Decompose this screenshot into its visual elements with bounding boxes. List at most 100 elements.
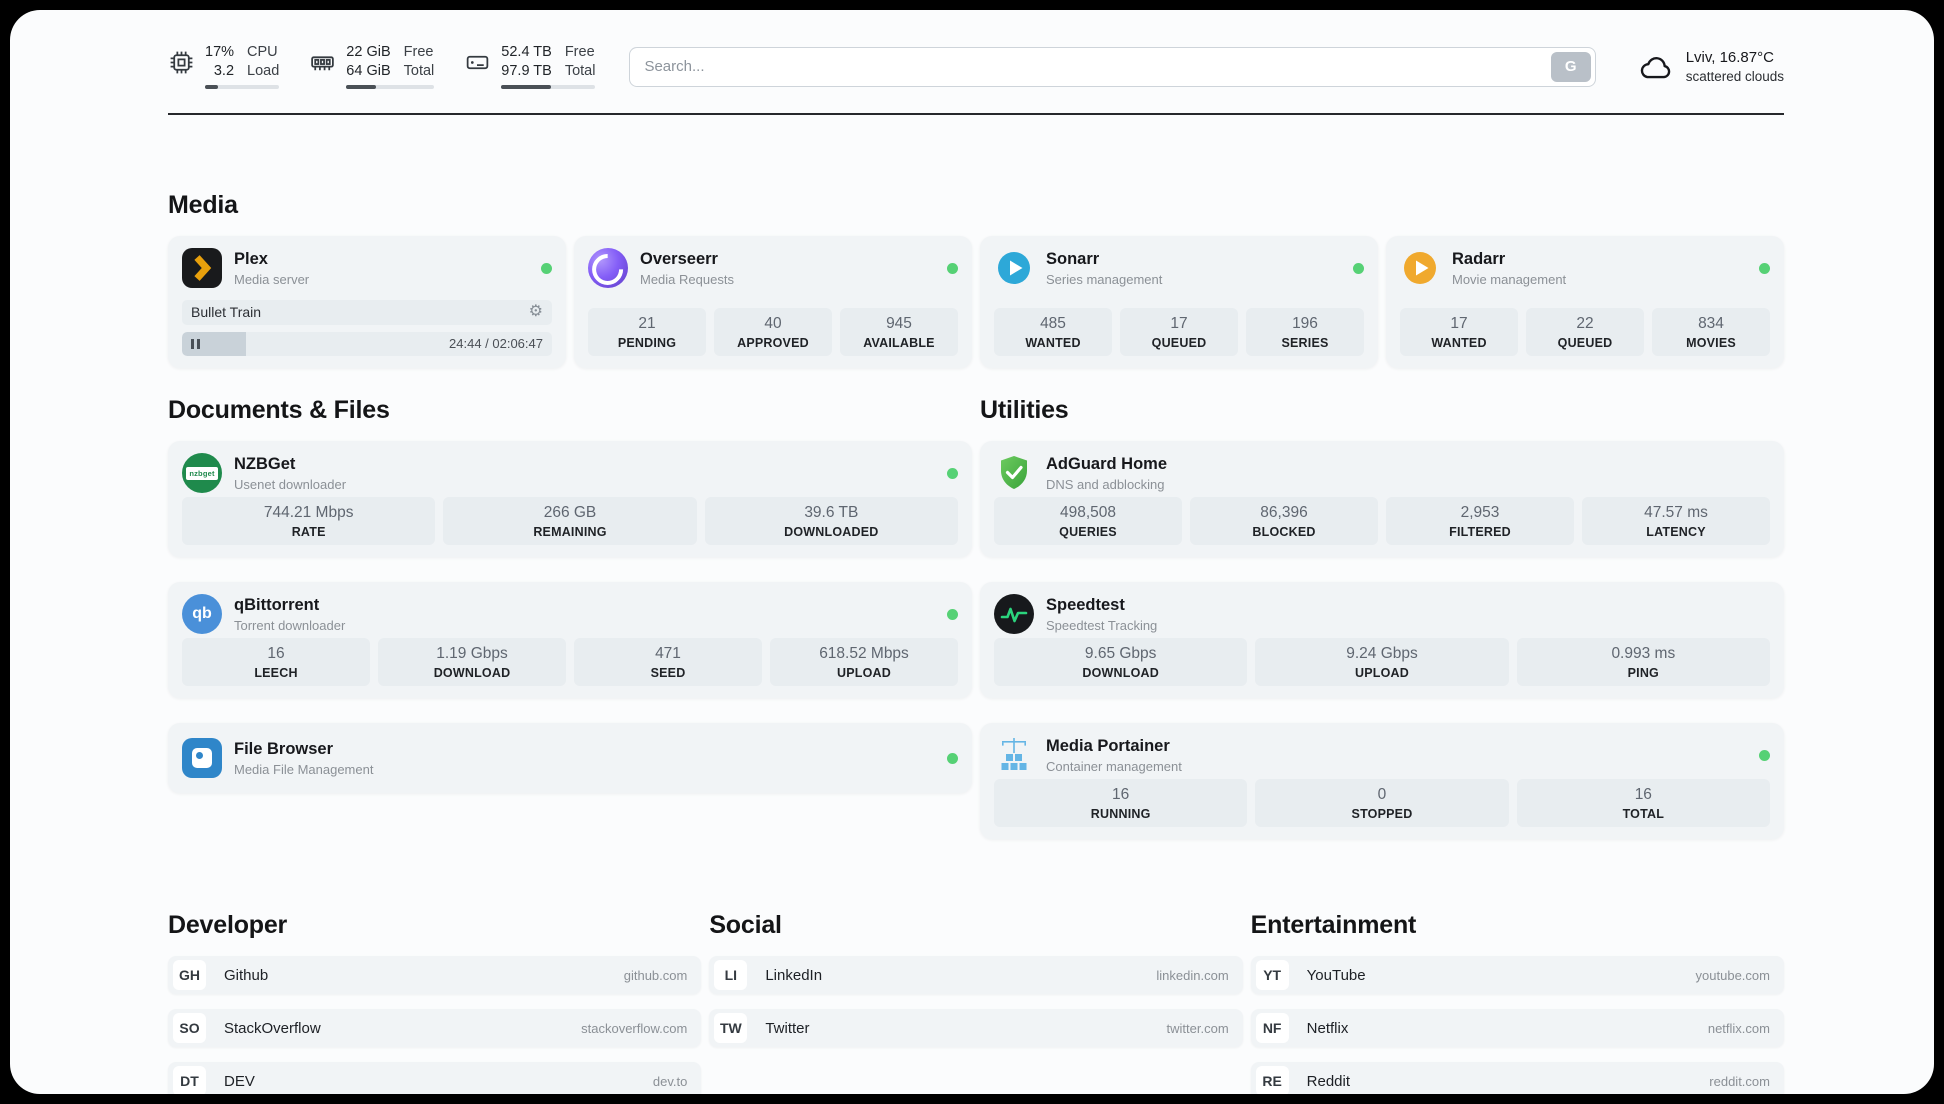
bookmark-twitter[interactable]: TW Twitter twitter.com — [709, 1009, 1243, 1047]
section-title-documents: Documents & Files — [168, 396, 390, 424]
system-stats: 17% 3.2 CPU Load — [168, 44, 596, 89]
stat-upload: 9.24 Gbps UPLOAD — [1255, 638, 1509, 686]
cpu-load-label: Load — [247, 63, 280, 79]
app-name: AdGuard Home — [1046, 454, 1168, 473]
app-card-filebrowser[interactable]: File Browser Media File Management — [168, 723, 972, 793]
ram-free-label: Free — [403, 44, 434, 60]
disk-bar — [501, 85, 596, 89]
bookmark-abbr: RE — [1255, 1066, 1289, 1094]
stat-blocked: 86,396 BLOCKED — [1190, 497, 1378, 545]
stat-leech: 16 LEECH — [182, 638, 370, 686]
app-subtitle: Series management — [1046, 271, 1163, 287]
adguard-icon — [994, 453, 1034, 493]
app-card-sonarr[interactable]: Sonarr Series management 485 WANTED 17 QUE… — [980, 236, 1378, 368]
playback-time: 24:44 / 02:06:47 — [449, 336, 543, 352]
status-online-dot — [541, 262, 552, 274]
plex-icon — [182, 248, 222, 288]
app-card-overseerr[interactable]: Overseerr Media Requests 21 PENDING 40 APP… — [574, 236, 972, 368]
ram-total-label: Total — [403, 63, 435, 79]
status-online-dot — [947, 752, 958, 764]
disk-icon — [467, 55, 489, 70]
app-card-portainer[interactable]: Media Portainer Container management 16 R… — [980, 723, 1784, 839]
bookmark-youtube[interactable]: YT YouTube youtube.com — [1250, 956, 1784, 994]
bookmark-url: github.com — [623, 967, 688, 983]
bookmark-dev[interactable]: DT DEV dev.to — [168, 1062, 702, 1094]
app-card-speedtest[interactable]: Speedtest Speedtest Tracking 9.65 Gbps DO… — [980, 582, 1784, 698]
bookmark-abbr: SO — [173, 1013, 206, 1043]
bookmark-abbr: DT — [173, 1066, 206, 1094]
bookmark-github[interactable]: GH Github github.com — [168, 956, 702, 994]
status-online-dot — [947, 608, 958, 620]
bookmark-abbr: YT — [1255, 960, 1289, 990]
bookmark-reddit[interactable]: RE Reddit reddit.com — [1250, 1062, 1784, 1094]
disk-free-label: Free — [564, 44, 595, 60]
cpu-widget: 17% 3.2 CPU Load — [168, 44, 280, 89]
section-utilities: Utilities — [980, 396, 1784, 839]
status-online-dot — [1759, 749, 1770, 761]
stat-seed: 471 SEED — [574, 638, 762, 686]
bookmark-abbr: GH — [173, 960, 206, 990]
section-title-developer: Developer — [168, 911, 288, 939]
app-subtitle: Torrent downloader — [234, 617, 346, 633]
stat-downloaded: 39.6 TB DOWNLOADED — [704, 497, 958, 545]
qbittorrent-icon: qb — [182, 594, 222, 634]
bookmark-url: stackoverflow.com — [581, 1020, 688, 1036]
pause-icon[interactable] — [182, 331, 246, 356]
app-subtitle: Media server — [234, 271, 310, 287]
stat-wanted: 17 WANTED — [1400, 308, 1518, 356]
ram-widget: 22 GiB 64 GiB Free Total — [309, 44, 435, 89]
cpu-usage-value: 17% — [205, 44, 235, 60]
bookmark-name: StackOverflow — [224, 1019, 321, 1037]
app-subtitle: DNS and adblocking — [1046, 476, 1165, 492]
app-subtitle: Media Requests — [640, 271, 734, 287]
stat-remaining: 266 GB REMAINING — [443, 497, 697, 545]
bookmark-linkedin[interactable]: LI LinkedIn linkedin.com — [709, 956, 1243, 994]
stat-wanted: 485 WANTED — [994, 308, 1112, 356]
app-name: Speedtest — [1046, 595, 1125, 614]
section-title-social: Social — [709, 911, 782, 939]
app-card-radarr[interactable]: Radarr Movie management 17 WANTED 22 QUEUE… — [1386, 236, 1784, 368]
bookmark-url: dev.to — [652, 1073, 688, 1089]
section-media: Media Plex Media server — [168, 191, 1784, 368]
search-input[interactable] — [629, 46, 1596, 87]
overseerr-icon — [588, 248, 628, 288]
radarr-icon — [1400, 248, 1440, 288]
app-card-nzbget[interactable]: nzbget NZBGet Usenet downloader 744.21 M… — [168, 441, 972, 557]
bookmark-url: reddit.com — [1709, 1073, 1770, 1089]
stat-latency: 47.57 ms LATENCY — [1582, 497, 1770, 545]
ram-total-value: 64 GiB — [346, 63, 391, 79]
bookmark-netflix[interactable]: NF Netflix netflix.com — [1250, 1009, 1784, 1047]
now-playing-row: Bullet Train ⚙ — [182, 300, 552, 325]
bookmark-name: Twitter — [765, 1019, 810, 1037]
app-name: Radarr — [1452, 249, 1506, 268]
search-bar[interactable]: G — [629, 46, 1596, 87]
filebrowser-icon — [182, 738, 222, 778]
app-card-plex[interactable]: Plex Media server Bullet Train ⚙ 24:44 /… — [168, 236, 566, 368]
status-online-dot — [1759, 262, 1770, 274]
gear-icon[interactable]: ⚙ — [528, 303, 543, 321]
section-title-utilities: Utilities — [980, 396, 1069, 424]
bookmark-url: netflix.com — [1707, 1020, 1770, 1036]
stat-queued: 17 QUEUED — [1120, 308, 1238, 356]
stat-queued: 22 QUEUED — [1526, 308, 1644, 356]
playback-progress-bar[interactable]: 24:44 / 02:06:47 — [182, 331, 552, 356]
stat-download: 1.19 Gbps DOWNLOAD — [378, 638, 566, 686]
app-name: File Browser — [234, 739, 334, 758]
app-name: Overseerr — [640, 249, 718, 268]
app-card-qbittorrent[interactable]: qb qBittorrent Torrent downloader 16 LEEC… — [168, 582, 972, 698]
topbar: 17% 3.2 CPU Load — [168, 44, 1784, 89]
bookmark-stackoverflow[interactable]: SO StackOverflow stackoverflow.com — [168, 1009, 702, 1047]
weather-condition: scattered clouds — [1685, 69, 1784, 84]
app-card-adguard[interactable]: AdGuard Home DNS and adblocking 498,508 Q… — [980, 441, 1784, 557]
cpu-usage-label: CPU — [247, 44, 278, 60]
ram-bar — [346, 85, 435, 89]
stat-pending: 21 PENDING — [588, 308, 706, 356]
search-engine-button[interactable]: G — [1550, 51, 1591, 82]
stat-stopped: 0 STOPPED — [1255, 779, 1509, 827]
disk-total-value: 97.9 TB — [501, 63, 552, 79]
bookmark-url: twitter.com — [1166, 1020, 1229, 1036]
stat-approved: 40 APPROVED — [714, 308, 832, 356]
bookmark-name: YouTube — [1306, 966, 1366, 984]
cloud-icon — [1640, 56, 1670, 78]
bookmark-abbr: NF — [1255, 1013, 1289, 1043]
